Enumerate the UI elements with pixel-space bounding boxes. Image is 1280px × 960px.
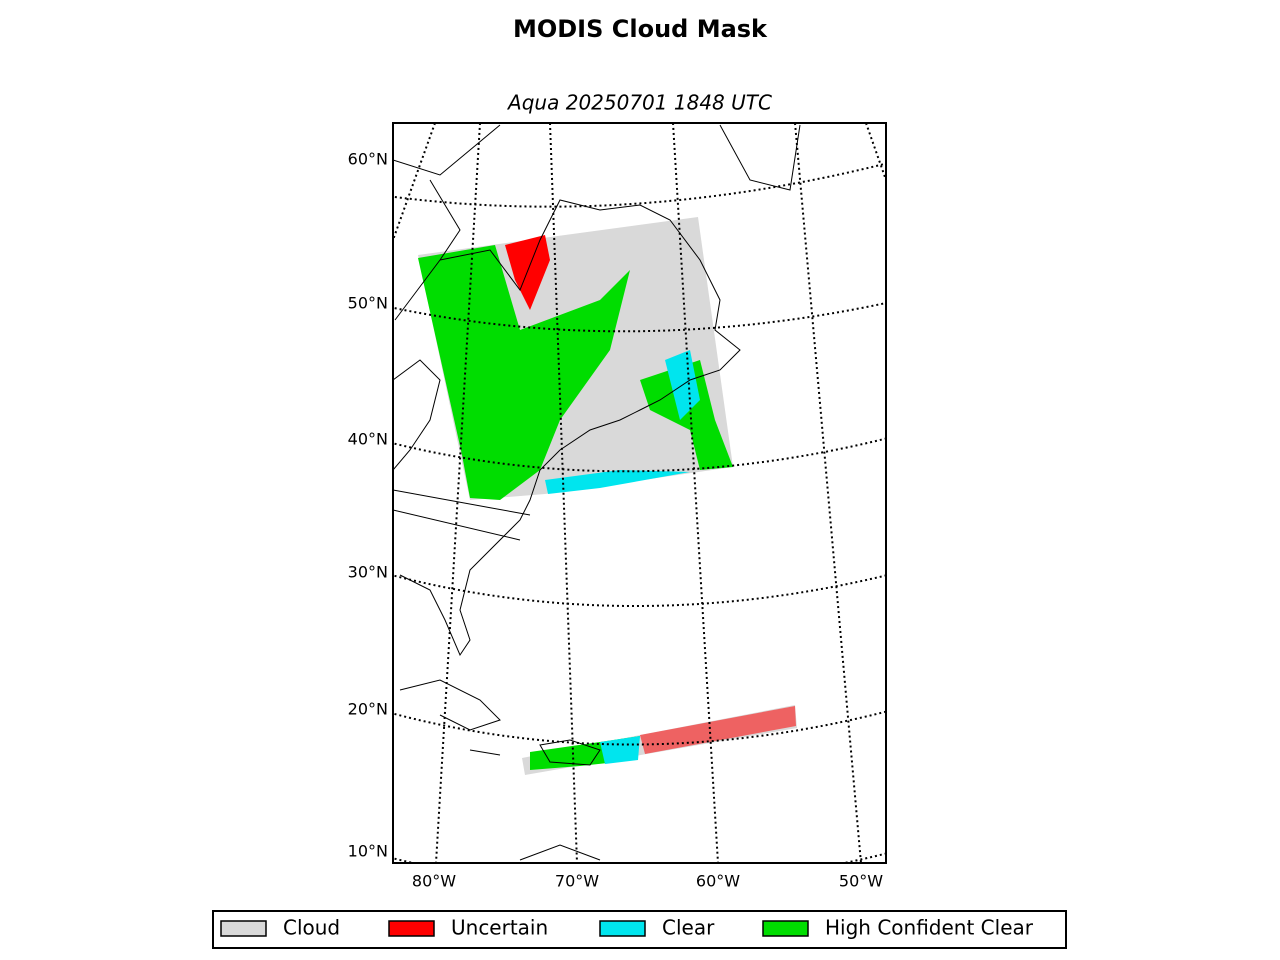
title: MODIS Cloud Mask bbox=[513, 15, 768, 43]
lat-label: 10°N bbox=[348, 842, 388, 861]
map-frame bbox=[392, 122, 887, 864]
clear-region bbox=[640, 360, 733, 470]
lat-labels: 60°N 50°N 40°N 30°N 20°N 10°N bbox=[348, 150, 388, 861]
legend-label: Cloud bbox=[283, 916, 340, 940]
clear-region bbox=[545, 470, 690, 494]
lat-label: 30°N bbox=[348, 563, 388, 582]
legend-label: Clear bbox=[662, 916, 715, 940]
lon-label: 70°W bbox=[555, 872, 599, 891]
lon-labels: 80°W 70°W 60°W 50°W bbox=[412, 872, 883, 891]
lon-label: 60°W bbox=[696, 872, 740, 891]
map-area bbox=[393, 123, 886, 863]
lat-label: 40°N bbox=[348, 430, 388, 449]
legend-swatch bbox=[220, 920, 267, 937]
clear-region bbox=[600, 736, 640, 764]
lon-label: 50°W bbox=[839, 872, 883, 891]
legend-label: Uncertain bbox=[451, 916, 548, 940]
lat-label: 60°N bbox=[348, 150, 388, 169]
legend-items: Cloud Uncertain Clear High Confident Clear bbox=[220, 916, 1034, 940]
legend-swatch bbox=[599, 920, 646, 937]
lat-label: 20°N bbox=[348, 700, 388, 719]
subtitle: Aqua 20250701 1848 UTC bbox=[506, 91, 772, 115]
lon-label: 80°W bbox=[412, 872, 456, 891]
legend-label: High Confident Clear bbox=[825, 916, 1034, 940]
lat-label: 50°N bbox=[348, 294, 388, 313]
legend-swatch bbox=[762, 920, 809, 937]
clear-region bbox=[418, 245, 630, 500]
legend-swatch bbox=[388, 920, 435, 937]
uncertain-region bbox=[640, 706, 796, 754]
